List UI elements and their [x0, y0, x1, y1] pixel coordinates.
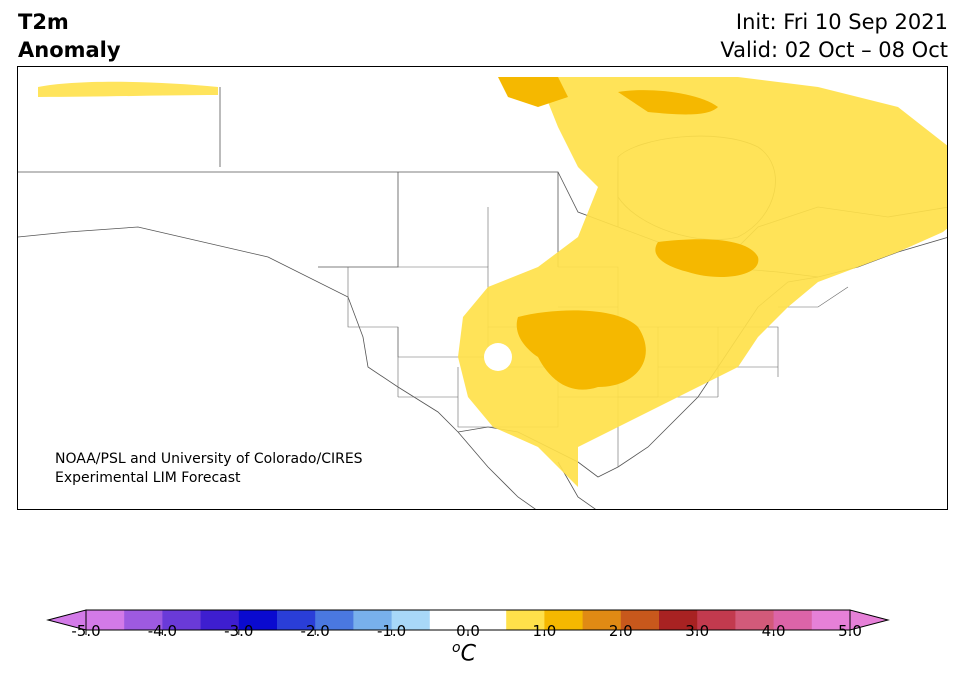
colorbar-cell — [200, 610, 240, 630]
colorbar-tick-label: -2.0 — [300, 622, 330, 640]
valid-range: Valid: 02 Oct – 08 Oct — [720, 38, 948, 62]
anomaly-region-dark-3 — [498, 77, 568, 107]
colorbar-cell — [315, 610, 354, 630]
anomaly-region-alaska — [38, 81, 218, 97]
credit-line-2: Experimental LIM Forecast — [55, 470, 241, 486]
anomaly-region-light — [358, 77, 947, 487]
colorbar-tick-label: -3.0 — [224, 622, 254, 640]
colorbar-cells — [86, 610, 851, 630]
credit-line-1: NOAA/PSL and University of Colorado/CIRE… — [55, 451, 363, 467]
colorbar-cell — [659, 610, 698, 630]
unit-label: oC — [452, 640, 476, 666]
init-date: Init: Fri 10 Sep 2021 — [735, 10, 948, 34]
title-right: Init: Fri 10 Sep 2021 Valid: 02 Oct – 08… — [720, 8, 948, 64]
colorbar-cell — [468, 610, 507, 630]
anomaly-region-dark-4 — [618, 90, 718, 115]
colorbar-tick-label: 0.0 — [456, 622, 480, 640]
colorbar-cell — [353, 610, 393, 630]
colorbar-tick-label: -5.0 — [71, 622, 101, 640]
colorbar-cell — [86, 610, 125, 630]
title-left: T2m Anomaly — [18, 8, 121, 64]
colorbar-cell — [238, 610, 278, 630]
title-anomaly: Anomaly — [18, 38, 121, 62]
colorbar-cell — [277, 610, 316, 630]
colorbar-cell — [735, 610, 775, 630]
anomaly-map — [18, 77, 947, 509]
colorbar-cell — [620, 610, 660, 630]
colorbar-tick-label: -1.0 — [376, 622, 407, 640]
colorbar-tick-label: 1.0 — [532, 622, 557, 640]
colorbar-tick-label: 5.0 — [838, 622, 862, 640]
colorbar-tick-label: -4.0 — [147, 622, 178, 640]
credit-text: NOAA/PSL and University of Colorado/CIRE… — [55, 450, 363, 488]
anomaly-region-dark-1 — [516, 310, 646, 390]
colorbar-cell — [429, 610, 469, 630]
neutral-patch — [484, 343, 512, 371]
colorbar — [46, 609, 890, 635]
unit-base: C — [460, 641, 476, 667]
title-variable: T2m — [18, 10, 69, 34]
colorbar-cell — [697, 610, 736, 630]
colorbar-cell — [582, 610, 622, 630]
colorbar-cell — [811, 610, 851, 630]
colorbar-tick-label: 3.0 — [685, 622, 710, 640]
colorbar-cell — [506, 610, 545, 630]
colorbar-cell — [544, 610, 584, 630]
colorbar-cell — [391, 610, 431, 630]
unit-degree: o — [452, 640, 461, 656]
anomaly-region-dark-2 — [655, 239, 759, 277]
colorbar-cell — [162, 610, 202, 630]
colorbar-ticks — [85, 630, 851, 635]
colorbar-tick-label: 2.0 — [608, 622, 633, 640]
colorbar-tick-label: 4.0 — [761, 622, 786, 640]
colorbar-cell — [773, 610, 813, 630]
map-panel — [17, 66, 948, 510]
colorbar-cell — [124, 610, 163, 630]
